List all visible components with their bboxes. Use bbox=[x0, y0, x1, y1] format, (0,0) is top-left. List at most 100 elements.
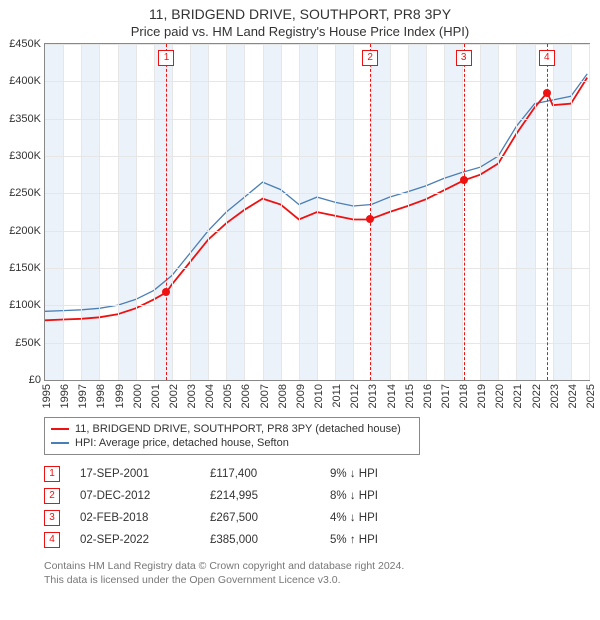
x-axis-label: 2018 bbox=[458, 384, 470, 408]
x-axis-label: 2010 bbox=[313, 384, 325, 408]
event-row-price: £267,500 bbox=[210, 512, 310, 524]
event-marker-tag: 3 bbox=[456, 50, 472, 66]
event-marker-tag: 1 bbox=[158, 50, 174, 66]
gridline-v bbox=[226, 44, 227, 380]
chart-title: 11, BRIDGEND DRIVE, SOUTHPORT, PR8 3PY bbox=[0, 0, 600, 22]
y-axis-label: £100K bbox=[9, 299, 41, 311]
gridline-v bbox=[571, 44, 572, 380]
y-axis-label: £150K bbox=[9, 262, 41, 274]
y-axis-label: £400K bbox=[9, 75, 41, 87]
event-row-tag: 1 bbox=[44, 466, 60, 482]
x-axis-label: 2025 bbox=[585, 384, 597, 408]
x-axis-label: 2014 bbox=[386, 384, 398, 408]
event-row-tag: 3 bbox=[44, 510, 60, 526]
x-axis-label: 2008 bbox=[277, 384, 289, 408]
x-axis-label: 2017 bbox=[440, 384, 452, 408]
gridline-v bbox=[263, 44, 264, 380]
gridline-v bbox=[444, 44, 445, 380]
x-axis-label: 2022 bbox=[531, 384, 543, 408]
event-row-date: 02-FEB-2018 bbox=[80, 512, 190, 524]
event-row-date: 17-SEP-2001 bbox=[80, 468, 190, 480]
gridline-v bbox=[136, 44, 137, 380]
y-axis-label: £200K bbox=[9, 225, 41, 237]
attribution-line: Contains HM Land Registry data © Crown c… bbox=[44, 559, 580, 573]
gridline-v bbox=[426, 44, 427, 380]
event-row-pct: 9% ↓ HPI bbox=[330, 468, 420, 480]
x-axis-label: 2001 bbox=[150, 384, 162, 408]
legend-item: 11, BRIDGEND DRIVE, SOUTHPORT, PR8 3PY (… bbox=[51, 422, 413, 436]
x-axis-label: 2019 bbox=[476, 384, 488, 408]
x-axis-label: 1995 bbox=[41, 384, 53, 408]
x-axis-label: 1998 bbox=[95, 384, 107, 408]
gridline-v bbox=[208, 44, 209, 380]
legend-label: HPI: Average price, detached house, Seft… bbox=[75, 437, 289, 449]
chart-plot-area: £0£50K£100K£150K£200K£250K£300K£350K£400… bbox=[44, 43, 590, 381]
event-row-tag: 2 bbox=[44, 488, 60, 504]
event-dot bbox=[162, 288, 170, 296]
event-vline bbox=[166, 44, 167, 380]
legend-swatch bbox=[51, 428, 69, 430]
x-axis-label: 2021 bbox=[512, 384, 524, 408]
gridline-v bbox=[408, 44, 409, 380]
event-row-price: £385,000 bbox=[210, 534, 310, 546]
gridline-v bbox=[353, 44, 354, 380]
legend: 11, BRIDGEND DRIVE, SOUTHPORT, PR8 3PY (… bbox=[44, 417, 420, 455]
y-axis-label: £450K bbox=[9, 38, 41, 50]
x-axis-label: 2005 bbox=[222, 384, 234, 408]
legend-swatch bbox=[51, 442, 69, 444]
gridline-v bbox=[81, 44, 82, 380]
gridline-v bbox=[317, 44, 318, 380]
event-row: 117-SEP-2001£117,4009% ↓ HPI bbox=[44, 463, 600, 485]
figure: 11, BRIDGEND DRIVE, SOUTHPORT, PR8 3PY P… bbox=[0, 0, 600, 620]
x-axis-label: 1999 bbox=[114, 384, 126, 408]
x-axis-label: 1997 bbox=[77, 384, 89, 408]
gridline-v bbox=[553, 44, 554, 380]
gridline-v bbox=[172, 44, 173, 380]
gridline-v bbox=[335, 44, 336, 380]
y-axis-label: £250K bbox=[9, 187, 41, 199]
event-dot bbox=[543, 89, 551, 97]
x-axis-label: 2013 bbox=[367, 384, 379, 408]
x-axis-label: 2009 bbox=[295, 384, 307, 408]
event-row: 402-SEP-2022£385,0005% ↑ HPI bbox=[44, 529, 600, 551]
legend-item: HPI: Average price, detached house, Seft… bbox=[51, 436, 413, 450]
x-axis-label: 2023 bbox=[549, 384, 561, 408]
x-axis-label: 2004 bbox=[204, 384, 216, 408]
gridline-v bbox=[480, 44, 481, 380]
attribution: Contains HM Land Registry data © Crown c… bbox=[44, 559, 580, 587]
event-row-pct: 5% ↑ HPI bbox=[330, 534, 420, 546]
legend-label: 11, BRIDGEND DRIVE, SOUTHPORT, PR8 3PY (… bbox=[75, 423, 401, 435]
y-axis-label: £350K bbox=[9, 113, 41, 125]
gridline-v bbox=[154, 44, 155, 380]
event-row-pct: 4% ↓ HPI bbox=[330, 512, 420, 524]
event-marker-tag: 2 bbox=[362, 50, 378, 66]
event-dot bbox=[366, 215, 374, 223]
event-marker-tag: 4 bbox=[539, 50, 555, 66]
gridline-v bbox=[281, 44, 282, 380]
x-axis-label: 2016 bbox=[422, 384, 434, 408]
events-table: 117-SEP-2001£117,4009% ↓ HPI207-DEC-2012… bbox=[44, 463, 600, 551]
gridline-v bbox=[190, 44, 191, 380]
event-row-date: 02-SEP-2022 bbox=[80, 534, 190, 546]
event-row-date: 07-DEC-2012 bbox=[80, 490, 190, 502]
x-axis-label: 2000 bbox=[132, 384, 144, 408]
event-vline bbox=[370, 44, 371, 380]
gridline-v bbox=[498, 44, 499, 380]
event-row-price: £214,995 bbox=[210, 490, 310, 502]
x-axis-label: 2007 bbox=[259, 384, 271, 408]
event-row-pct: 8% ↓ HPI bbox=[330, 490, 420, 502]
gridline-v bbox=[118, 44, 119, 380]
event-row: 3 02-FEB-2018 £267,500 4% ↓ HPI bbox=[44, 507, 600, 529]
x-axis-label: 2024 bbox=[567, 384, 579, 408]
event-dot bbox=[460, 176, 468, 184]
event-vline bbox=[464, 44, 465, 380]
x-axis-label: 2002 bbox=[168, 384, 180, 408]
x-axis-label: 2011 bbox=[331, 384, 343, 408]
gridline-v bbox=[244, 44, 245, 380]
x-axis-label: 2006 bbox=[240, 384, 252, 408]
event-row: 2 07-DEC-2012 £214,995 8% ↓ HPI bbox=[44, 485, 600, 507]
chart-subtitle: Price paid vs. HM Land Registry's House … bbox=[0, 22, 600, 43]
x-axis-label: 2015 bbox=[404, 384, 416, 408]
x-axis-label: 2003 bbox=[186, 384, 198, 408]
x-axis-label: 1996 bbox=[59, 384, 71, 408]
